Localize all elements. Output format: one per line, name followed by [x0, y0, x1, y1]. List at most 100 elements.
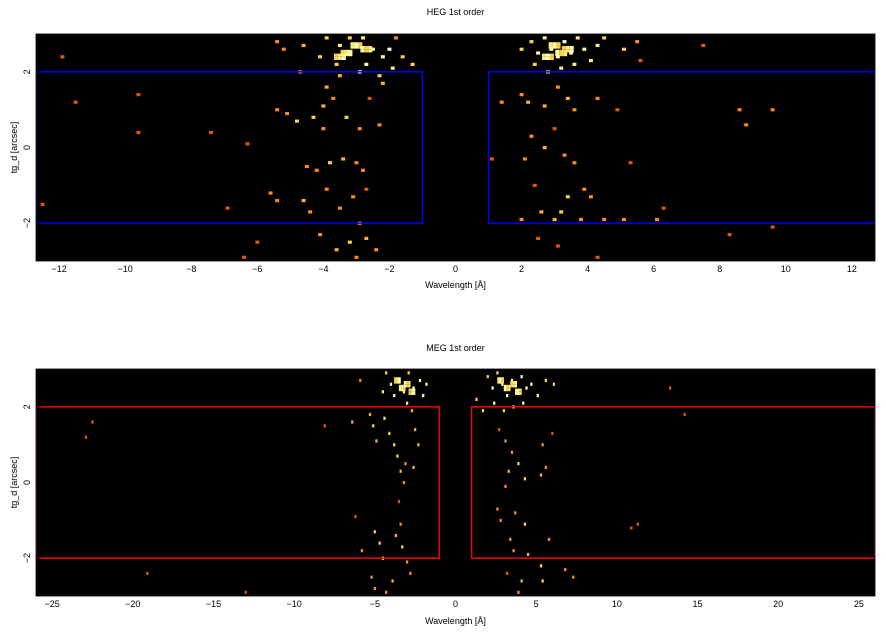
meg-x-tick-label: 5 — [534, 599, 539, 609]
heg-event — [582, 47, 587, 51]
meg-core-pixel — [403, 384, 406, 388]
meg-event — [475, 397, 478, 401]
heg-core-pixel — [364, 46, 369, 50]
heg-event — [337, 206, 342, 210]
heg-event — [562, 40, 567, 44]
heg-event — [582, 187, 587, 191]
meg-core-pixel — [515, 391, 518, 395]
meg-core-pixel — [515, 388, 518, 392]
heg-event — [559, 210, 564, 214]
meg-x-axis-label: Wavelength [Å] — [425, 616, 486, 626]
meg-event — [506, 393, 509, 398]
meg-core-pixel — [510, 384, 513, 388]
heg-y-tick-label: 0 — [22, 145, 32, 150]
meg-event — [512, 549, 515, 553]
heg-event — [621, 217, 626, 222]
heg-event — [347, 240, 352, 244]
heg-event — [562, 153, 567, 157]
heg-core-pixel — [350, 45, 355, 49]
heg-core-pixel — [549, 53, 554, 57]
meg-x-tick-label: 25 — [854, 599, 864, 609]
meg-event — [506, 571, 509, 575]
heg-core-pixel — [563, 53, 568, 57]
heg-event — [539, 210, 544, 214]
heg-event — [588, 58, 593, 63]
heg-event — [489, 157, 494, 161]
heg-event — [225, 206, 230, 210]
meg-event — [539, 564, 543, 568]
heg-event — [301, 43, 306, 48]
heg-event — [281, 47, 286, 51]
meg-x-tick-label: 10 — [612, 599, 622, 609]
meg-event — [502, 409, 506, 413]
heg-event — [555, 244, 560, 248]
heg-core-pixel — [337, 56, 342, 60]
meg-event — [526, 552, 530, 557]
heg-event — [595, 43, 600, 48]
heg-core-pixel — [354, 42, 359, 46]
meg-event — [404, 462, 407, 466]
meg-core-pixel — [408, 384, 411, 388]
heg-core-pixel — [368, 49, 373, 53]
heg-event — [579, 217, 584, 222]
meg-event — [84, 435, 88, 439]
meg-core-pixel — [499, 377, 502, 381]
meg-core-pixel — [405, 381, 409, 385]
meg-x-tick-label: 0 — [453, 599, 458, 609]
heg-event — [344, 115, 349, 119]
heg-event — [60, 55, 65, 59]
heg-event — [770, 225, 775, 229]
meg-event — [383, 416, 386, 420]
meg-core-pixel — [403, 388, 406, 392]
meg-event — [354, 515, 357, 519]
meg-event — [522, 401, 525, 405]
meg-event — [572, 575, 575, 579]
meg-event — [378, 541, 381, 545]
meg-core-pixel — [499, 380, 502, 384]
heg-event — [621, 47, 626, 51]
heg-event — [285, 111, 290, 116]
heg-core-pixel — [546, 53, 550, 57]
meg-extraction-region — [470, 406, 875, 559]
meg-event — [412, 386, 415, 390]
heg-core-pixel — [555, 49, 560, 54]
heg-event — [661, 206, 666, 210]
meg-event — [91, 420, 94, 424]
heg-event — [532, 183, 537, 188]
heg-event — [377, 74, 382, 78]
heg-events — [36, 36, 875, 259]
meg-event — [146, 571, 149, 575]
heg-x-tick-label: 6 — [651, 264, 656, 274]
heg-core-pixel — [350, 42, 355, 46]
meg-core-pixel — [396, 380, 399, 384]
heg-event — [532, 62, 537, 66]
heg-x-tick-label: −10 — [118, 264, 133, 274]
meg-event — [504, 439, 507, 443]
meg-event — [552, 382, 556, 386]
meg-core-pixel — [497, 377, 500, 381]
heg-event — [275, 108, 280, 112]
heg-event — [565, 195, 570, 199]
meg-core-pixel — [514, 384, 517, 388]
meg-plot-background — [36, 369, 875, 596]
heg-event — [361, 36, 365, 40]
meg-event — [536, 393, 539, 398]
heg-event — [136, 93, 141, 97]
meg-x-tick-label: 20 — [773, 599, 783, 609]
heg-event — [572, 62, 577, 66]
meg-core-pixel — [508, 388, 511, 392]
heg-event — [559, 66, 564, 70]
meg-event — [517, 590, 520, 594]
heg-event — [334, 248, 339, 252]
meg-core-pixel — [501, 380, 505, 384]
meg-event — [564, 568, 567, 572]
heg-x-tick-label: 12 — [847, 264, 857, 274]
meg-event — [422, 393, 425, 398]
heg-core-pixel — [561, 46, 566, 50]
heg-x-tick-label: 0 — [453, 264, 458, 274]
heg-core-pixel — [340, 49, 345, 54]
meg-core-pixel — [510, 381, 513, 385]
heg-event — [595, 255, 600, 259]
